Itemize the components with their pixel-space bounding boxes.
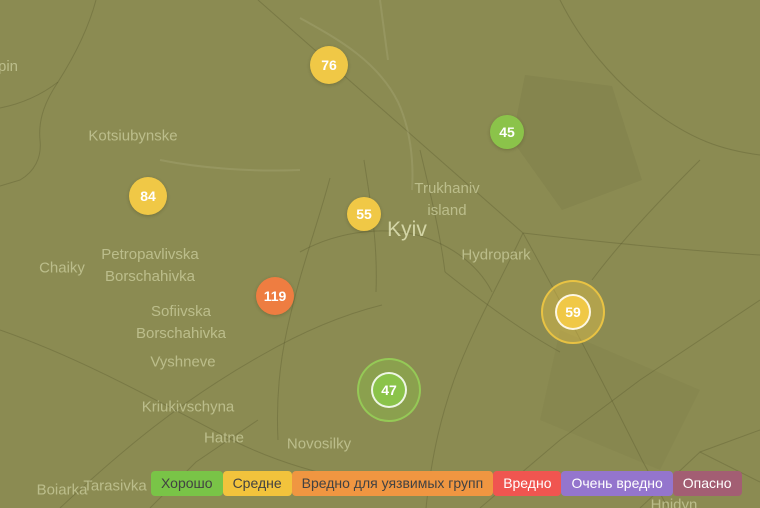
legend-item-hazardous: Опасно: [672, 471, 742, 496]
aqi-marker-47[interactable]: 47: [357, 358, 421, 422]
aqi-legend: Хорошо Средне Вредно для уязвимых групп …: [151, 471, 742, 496]
aqi-marker-45[interactable]: 45: [490, 115, 524, 149]
legend-item-very-unhealthy: Очень вредно: [561, 471, 673, 496]
legend-item-unhealthy-sensitive: Вредно для уязвимых групп: [291, 471, 494, 496]
legend-item-good: Хорошо: [151, 471, 223, 496]
legend-item-moderate: Средне: [222, 471, 292, 496]
aqi-marker-84[interactable]: 84: [129, 177, 167, 215]
aqi-marker-55[interactable]: 55: [347, 197, 381, 231]
aqi-marker-59[interactable]: 59: [541, 280, 605, 344]
legend-item-unhealthy: Вредно: [493, 471, 562, 496]
aqi-marker-59-value: 59: [555, 294, 591, 330]
aqi-marker-47-value: 47: [371, 372, 407, 408]
aqi-marker-76[interactable]: 76: [310, 46, 348, 84]
aqi-marker-119[interactable]: 119: [256, 277, 294, 315]
